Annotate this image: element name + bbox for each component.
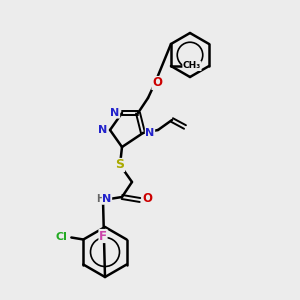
Text: O: O <box>142 193 152 206</box>
Text: N: N <box>98 125 108 135</box>
Text: O: O <box>152 76 162 89</box>
Text: N: N <box>102 194 112 204</box>
Text: N: N <box>146 128 154 138</box>
Text: H: H <box>96 194 104 204</box>
Text: F: F <box>99 230 107 242</box>
Text: Cl: Cl <box>56 232 67 242</box>
Text: S: S <box>116 158 124 172</box>
Text: CH₃: CH₃ <box>183 61 201 70</box>
Text: N: N <box>110 108 120 118</box>
